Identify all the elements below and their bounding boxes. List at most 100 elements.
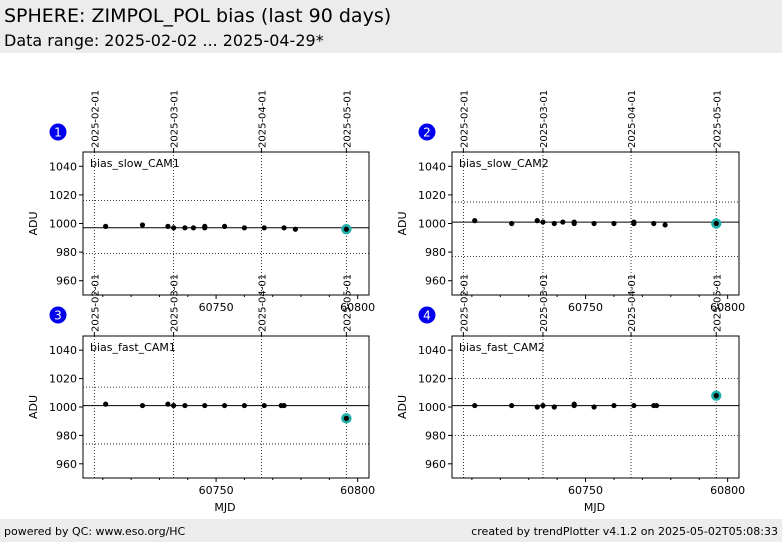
panel-1-date-tick-label: 2025-05-01: [342, 90, 353, 148]
panel-4-data-point: [611, 402, 617, 409]
panel-1-data-point: [139, 222, 146, 228]
panel-2-date-tick-label: 2025-05-01: [712, 90, 723, 148]
panel-4-data-point: [551, 404, 557, 410]
panel-4-date-tick-label: 2025-03-01: [539, 274, 550, 332]
panel-2-data-point: [509, 220, 515, 227]
panel-1-data-point: [202, 223, 208, 229]
panel-2-y-axis-label: ADU: [396, 211, 409, 235]
panel-4-y-tick-label: 1020: [418, 373, 446, 386]
panel-2-y-tick-label: 1000: [418, 218, 446, 231]
panel-3-date-tick-label: 2025-04-01: [257, 274, 268, 332]
panel-4-y-tick-label: 1000: [418, 401, 446, 414]
panel-4-data-point: [540, 402, 546, 409]
panel-4-y-tick-label: 1040: [418, 344, 446, 357]
panel-4-y-tick-label: 960: [425, 458, 446, 471]
panel-1-x-tick-label: 60750: [199, 301, 234, 314]
page-subtitle: Data range: 2025-02-02 ... 2025-04-29*: [4, 31, 324, 50]
panel-4-data-point: [631, 402, 637, 409]
panel-4-series-label: bias_fast_CAM2: [459, 341, 545, 354]
panel-4-x-tick-label: 60750: [568, 484, 603, 497]
panel-1-series-label: bias_slow_CAM1: [90, 157, 180, 170]
panel-1-number-badge: [49, 123, 67, 141]
panel-3-series-label: bias_fast_CAM1: [90, 341, 176, 354]
panel-3-date-tick-label: 2025-02-01: [90, 274, 101, 332]
panel-2-data-point: [472, 218, 478, 224]
panel-4-date-tick-label: 2025-02-01: [459, 274, 470, 332]
panel-1-data-point: [190, 225, 197, 231]
panel-2-data-point: [591, 220, 597, 227]
panel-2-data-point: [540, 219, 546, 225]
panel-3-x-tick-label: 60800: [340, 484, 375, 497]
panel-1-number-label: 1: [54, 126, 62, 140]
panel-3-y-tick-label: 1040: [49, 344, 77, 357]
panel-4-data-point: [472, 402, 478, 409]
panel-4-date-tick-label: 2025-05-01: [712, 274, 723, 332]
panel-2-data-point: [551, 220, 557, 227]
panel-2-date-tick-label: 2025-02-01: [459, 90, 470, 148]
panel-4-number-badge: [418, 306, 436, 324]
panel-1-data-point: [221, 223, 228, 229]
panel-1-data-point: [165, 223, 171, 229]
panel-3-number-label: 3: [54, 309, 62, 323]
panel-3-y-axis-label: ADU: [27, 395, 40, 419]
panel-2-x-tick-label: 60750: [568, 301, 603, 314]
page-title: SPHERE: ZIMPOL_POL bias (last 90 days): [4, 5, 392, 27]
panel-3-data-point: [165, 401, 171, 407]
panel-1-y-tick-label: 960: [56, 275, 77, 288]
panel-4-data-point: [534, 404, 540, 410]
panel-1-data-point: [292, 226, 298, 232]
header-bar: SPHERE: ZIMPOL_POL bias (last 90 days) D…: [0, 0, 782, 53]
panel-1-frame: [82, 151, 370, 296]
panel-2-data-point: [662, 222, 668, 228]
panel-2-y-tick-label: 980: [425, 246, 446, 259]
panel-3-data-point: [202, 402, 208, 409]
panel-4-data-point: [509, 402, 515, 409]
panel-4-x-axis-label: MJD: [584, 501, 605, 514]
panel-1-data-point: [281, 225, 287, 231]
panel-1-date-tick-label: 2025-02-01: [90, 90, 101, 148]
panel-3-data-point: [241, 402, 248, 409]
panel-1-x-tick-label: 60800: [340, 301, 375, 314]
panel-1-y-axis-label: ADU: [27, 211, 40, 235]
footer-bar: powered by QC: www.eso.org/HC created by…: [0, 519, 782, 542]
panel-1-data-point: [182, 225, 188, 231]
panel-3-y-tick-label: 1020: [49, 373, 77, 386]
panel-2-y-tick-label: 1020: [418, 189, 446, 202]
panel-3-y-tick-label: 980: [56, 429, 77, 442]
panel-2-x-tick-label: 60800: [710, 301, 745, 314]
panel-3-date-tick-label: 2025-05-01: [342, 274, 353, 332]
panel-2-data-point: [611, 220, 617, 227]
panel-2-number-badge: [418, 123, 436, 141]
panel-3-data-point: [103, 401, 109, 407]
panel-2-date-tick-label: 2025-03-01: [539, 90, 550, 148]
panel-2-data-point: [651, 220, 657, 227]
panel-3-data-point: [182, 402, 188, 409]
panel-4-data-point: [571, 401, 577, 407]
panel-4-y-axis-label: ADU: [396, 395, 409, 419]
panel-2-latest-point: [713, 220, 719, 227]
panel-1-latest-point: [343, 226, 349, 232]
panel-2-y-tick-label: 960: [425, 275, 446, 288]
panel-3-x-tick-label: 60750: [199, 484, 234, 497]
panel-2-data-point: [631, 219, 637, 225]
panel-2-data-point: [534, 218, 540, 224]
panel-1-data-point: [261, 225, 267, 231]
panel-4-y-tick-label: 980: [425, 429, 446, 442]
panel-1-data-point: [103, 223, 109, 229]
panel-3-data-point: [139, 402, 146, 409]
panel-3-data-point: [261, 402, 267, 409]
panel-3-y-tick-label: 1000: [49, 401, 77, 414]
panel-4-number-label: 4: [423, 309, 431, 323]
panel-1-date-tick-label: 2025-03-01: [170, 90, 181, 148]
panel-2-date-tick-label: 2025-04-01: [627, 90, 638, 148]
panel-3-latest-point: [343, 415, 349, 421]
panel-3-number-badge: [49, 306, 67, 324]
panel-1-y-tick-label: 1040: [49, 160, 77, 173]
panel-3-date-tick-label: 2025-03-01: [170, 274, 181, 332]
panel-1-y-tick-label: 980: [56, 246, 77, 259]
panel-3-data-point: [221, 402, 228, 409]
panel-1-y-tick-label: 1020: [49, 189, 77, 202]
footer-credit: powered by QC: www.eso.org/HC: [4, 525, 186, 538]
panel-2-y-tick-label: 1040: [418, 160, 446, 173]
panel-2-number-label: 2: [423, 126, 431, 140]
